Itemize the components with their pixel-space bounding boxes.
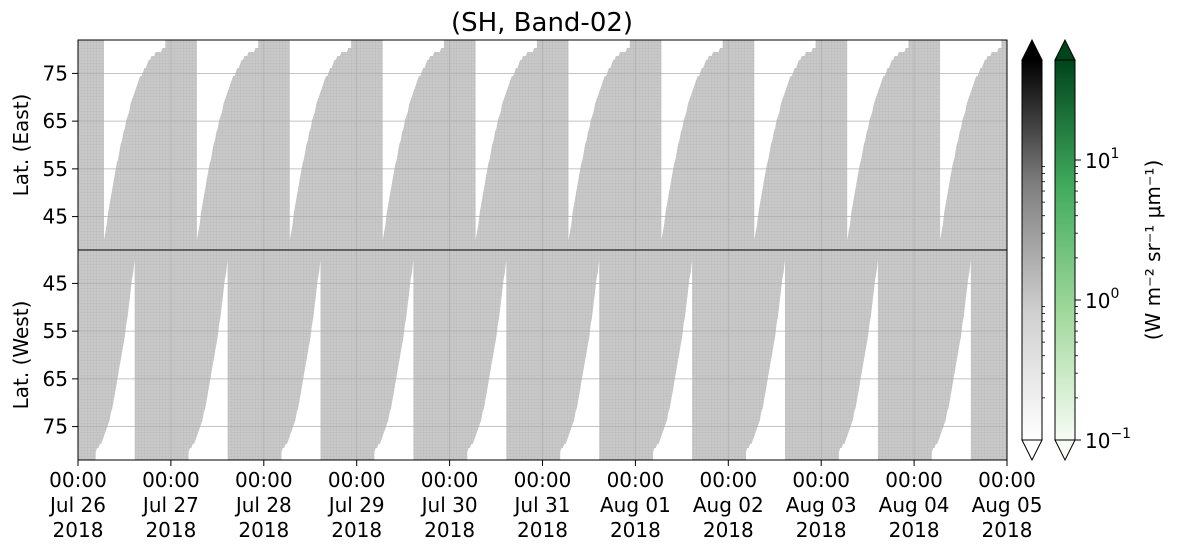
- y-tick-label: 65: [43, 109, 68, 133]
- colorbar-label: (W m⁻² sr⁻¹ μm⁻¹): [1141, 160, 1165, 341]
- y-tick-label: 75: [43, 415, 68, 439]
- unlit-region: [188, 260, 228, 460]
- panel-east: 45 55 65 75: [43, 39, 1008, 251]
- ylabel-east: Lat. (East): [9, 94, 33, 197]
- unlit-region: [475, 40, 537, 240]
- x-tick-label: 00:00 Aug 02 2018: [693, 468, 764, 542]
- y-tick-label: 45: [43, 271, 68, 295]
- x-tick-label: 00:00 Aug 03 2018: [786, 468, 857, 542]
- unlit-region: [382, 40, 444, 240]
- colorbar-tick-label: 101: [1085, 146, 1119, 173]
- colorbars: 10−1 100 101: [1021, 38, 1131, 462]
- colorbar-extend-top: [1054, 38, 1076, 61]
- colorbar-extend-bottom: [1054, 439, 1076, 462]
- ylabel-west: Lat. (West): [9, 301, 33, 410]
- y-tick-label: 65: [43, 367, 68, 391]
- x-tick-label: 00:00 Aug 01 2018: [600, 468, 671, 542]
- x-tick-label: 00:00 Jul 29 2018: [327, 468, 386, 542]
- x-axis-ticks: 00:00 Jul 26 2018 00:00 Jul 27 2018 00:00 Jul 2…: [48, 460, 1042, 542]
- unlit-region: [568, 40, 630, 240]
- chart-title: (SH, Band-02): [451, 8, 633, 38]
- colorbar-tick-label: 10−1: [1085, 426, 1131, 453]
- x-tick-label: 00:00 Jul 27 2018: [141, 468, 200, 542]
- x-tick-label: 00:00 Jul 28 2018: [234, 468, 293, 542]
- unlit-region: [838, 260, 878, 460]
- unlit-region: [104, 40, 166, 240]
- unlit-region: [661, 40, 723, 240]
- unlit-region: [940, 40, 1002, 240]
- unlit-region: [281, 260, 321, 460]
- colorbar-gray: [1021, 59, 1043, 441]
- unlit-region: [754, 40, 816, 240]
- x-tick-label: 00:00 Jul 30 2018: [420, 468, 479, 542]
- unlit-region: [289, 40, 352, 240]
- unlit-region: [653, 260, 693, 460]
- unlit-region: [196, 40, 259, 240]
- colorbar-greens: [1054, 59, 1076, 441]
- y-tick-label: 55: [43, 319, 68, 343]
- y-tick-label: 55: [43, 157, 68, 181]
- y-tick-label: 75: [43, 61, 68, 85]
- unlit-region: [95, 260, 135, 460]
- colorbar-extend-top: [1021, 38, 1043, 61]
- x-tick-label: 00:00 Jul 31 2018: [513, 468, 572, 542]
- x-tick-label: 00:00 Aug 05 2018: [972, 468, 1043, 542]
- unlit-region: [374, 260, 414, 460]
- unlit-region: [560, 260, 600, 460]
- unlit-region: [931, 260, 971, 460]
- panel-west: 75 65 55 45: [43, 249, 1008, 461]
- colorbar-tick-label: 100: [1085, 286, 1119, 313]
- y-tick-label: 45: [43, 205, 68, 229]
- x-tick-label: 00:00 Jul 26 2018: [48, 468, 107, 542]
- unlit-region: [746, 260, 785, 460]
- unlit-region: [847, 40, 909, 240]
- x-tick-label: 00:00 Aug 04 2018: [879, 468, 950, 542]
- unlit-region: [467, 260, 507, 460]
- colorbar-extend-bottom: [1021, 439, 1043, 462]
